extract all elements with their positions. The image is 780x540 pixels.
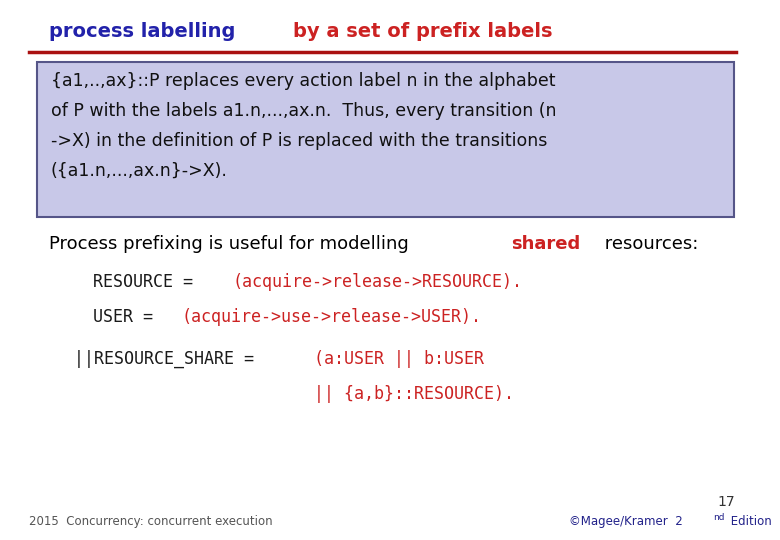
Text: ->X) in the definition of P is replaced with the transitions: ->X) in the definition of P is replaced … [51, 132, 548, 150]
Text: 2015  Concurrency: concurrent execution: 2015 Concurrency: concurrent execution [30, 515, 273, 528]
Text: ({a1.n,...,ax.n}->X).: ({a1.n,...,ax.n}->X). [51, 162, 228, 180]
Text: Edition: Edition [728, 515, 772, 528]
Text: (a:USER || b:USER: (a:USER || b:USER [314, 350, 484, 368]
Text: Process prefixing is useful for modelling: Process prefixing is useful for modellin… [49, 235, 414, 253]
Text: ||RESOURCE_SHARE =: ||RESOURCE_SHARE = [73, 350, 264, 368]
Text: {a1,..,ax}::P replaces every action label n in the alphabet: {a1,..,ax}::P replaces every action labe… [51, 72, 555, 90]
Text: resources:: resources: [599, 235, 699, 253]
Text: by a set of prefix labels: by a set of prefix labels [293, 22, 553, 41]
Text: shared: shared [512, 235, 581, 253]
Text: || {a,b}::RESOURCE).: || {a,b}::RESOURCE). [314, 385, 514, 403]
Text: nd: nd [713, 513, 725, 522]
Text: process labelling: process labelling [49, 22, 242, 41]
Text: ||RESOURCE_SHARE =: ||RESOURCE_SHARE = [73, 350, 264, 368]
Text: RESOURCE =: RESOURCE = [93, 273, 203, 291]
Text: of P with the labels a1.n,...,ax.n.  Thus, every transition (n: of P with the labels a1.n,...,ax.n. Thus… [51, 102, 556, 120]
Text: 17: 17 [717, 495, 735, 509]
Text: (acquire->release->RESOURCE).: (acquire->release->RESOURCE). [232, 273, 523, 291]
FancyBboxPatch shape [37, 62, 734, 217]
Text: (acquire->use->release->USER).: (acquire->use->release->USER). [182, 308, 482, 326]
Text: nd: nd [713, 513, 725, 522]
Text: ©Magee/Kramer  2: ©Magee/Kramer 2 [569, 515, 682, 528]
Text: USER =: USER = [93, 308, 163, 326]
Text: ©Magee/Kramer  2: ©Magee/Kramer 2 [569, 515, 682, 528]
